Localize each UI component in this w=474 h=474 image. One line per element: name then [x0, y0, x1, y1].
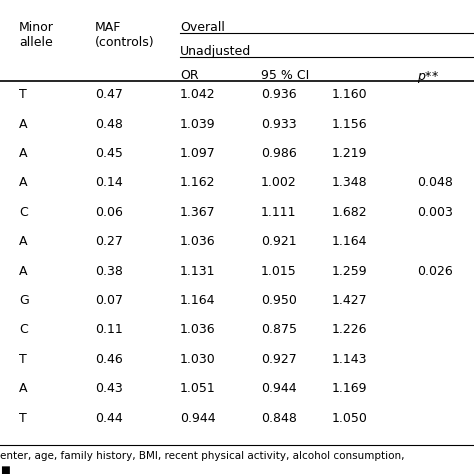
Text: 0.44: 0.44 — [95, 411, 123, 425]
Text: 0.45: 0.45 — [95, 147, 123, 160]
Text: OR: OR — [180, 69, 199, 82]
Text: 0.47: 0.47 — [95, 88, 123, 101]
Text: 0.933: 0.933 — [261, 118, 296, 131]
Text: 1.131: 1.131 — [180, 264, 216, 278]
Text: 0.921: 0.921 — [261, 235, 296, 248]
Text: 1.039: 1.039 — [180, 118, 216, 131]
Text: G: G — [19, 294, 29, 307]
Text: Minor
allele: Minor allele — [19, 21, 54, 49]
Text: 0.927: 0.927 — [261, 353, 296, 366]
Text: 0.875: 0.875 — [261, 323, 297, 337]
Text: 1.427: 1.427 — [332, 294, 367, 307]
Text: A: A — [19, 176, 27, 190]
Text: 0.848: 0.848 — [261, 411, 297, 425]
Text: 0.944: 0.944 — [261, 382, 296, 395]
Text: A: A — [19, 118, 27, 131]
Text: 1.030: 1.030 — [180, 353, 216, 366]
Text: 1.219: 1.219 — [332, 147, 367, 160]
Text: enter, age, family history, BMI, recent physical activity, alcohol consumption,: enter, age, family history, BMI, recent … — [0, 451, 404, 461]
Text: Overall: Overall — [180, 21, 225, 34]
Text: 1.162: 1.162 — [180, 176, 216, 190]
Text: T: T — [19, 88, 27, 101]
Text: 0.048: 0.048 — [417, 176, 453, 190]
Text: 1.143: 1.143 — [332, 353, 367, 366]
Text: 1.036: 1.036 — [180, 235, 216, 248]
Text: 1.367: 1.367 — [180, 206, 216, 219]
Text: A: A — [19, 147, 27, 160]
Text: C: C — [19, 206, 27, 219]
Text: 0.14: 0.14 — [95, 176, 123, 190]
Text: C: C — [19, 323, 27, 337]
Text: 1.002: 1.002 — [261, 176, 296, 190]
Text: $\it{p}$**: $\it{p}$** — [417, 69, 439, 85]
Text: 1.160: 1.160 — [332, 88, 367, 101]
Text: T: T — [19, 353, 27, 366]
Text: 0.936: 0.936 — [261, 88, 296, 101]
Text: 1.682: 1.682 — [332, 206, 367, 219]
Text: A: A — [19, 235, 27, 248]
Text: 1.348: 1.348 — [332, 176, 367, 190]
Text: 0.026: 0.026 — [417, 264, 453, 278]
Text: A: A — [19, 382, 27, 395]
Text: 0.986: 0.986 — [261, 147, 296, 160]
Text: 1.156: 1.156 — [332, 118, 367, 131]
Text: 1.169: 1.169 — [332, 382, 367, 395]
Text: 0.06: 0.06 — [95, 206, 123, 219]
Text: 1.226: 1.226 — [332, 323, 367, 337]
Text: 1.050: 1.050 — [332, 411, 368, 425]
Text: 0.11: 0.11 — [95, 323, 123, 337]
Text: 0.43: 0.43 — [95, 382, 123, 395]
Text: 1.259: 1.259 — [332, 264, 367, 278]
Text: 1.015: 1.015 — [261, 264, 296, 278]
Text: 1.042: 1.042 — [180, 88, 216, 101]
Text: 0.944: 0.944 — [180, 411, 216, 425]
Text: A: A — [19, 264, 27, 278]
Text: 1.164: 1.164 — [332, 235, 367, 248]
Text: 1.164: 1.164 — [180, 294, 216, 307]
Text: T: T — [19, 411, 27, 425]
Text: 1.111: 1.111 — [261, 206, 296, 219]
Text: 0.48: 0.48 — [95, 118, 123, 131]
Text: 0.950: 0.950 — [261, 294, 297, 307]
Text: 0.38: 0.38 — [95, 264, 123, 278]
Text: 1.036: 1.036 — [180, 323, 216, 337]
Text: 1.051: 1.051 — [180, 382, 216, 395]
Text: Unadjusted: Unadjusted — [180, 45, 251, 58]
Text: 0.27: 0.27 — [95, 235, 123, 248]
Text: 0.003: 0.003 — [417, 206, 453, 219]
Text: 1.097: 1.097 — [180, 147, 216, 160]
Text: ■: ■ — [0, 465, 10, 474]
Text: 95 % CI: 95 % CI — [261, 69, 309, 82]
Text: MAF
(controls): MAF (controls) — [95, 21, 155, 49]
Text: 0.46: 0.46 — [95, 353, 123, 366]
Text: 0.07: 0.07 — [95, 294, 123, 307]
